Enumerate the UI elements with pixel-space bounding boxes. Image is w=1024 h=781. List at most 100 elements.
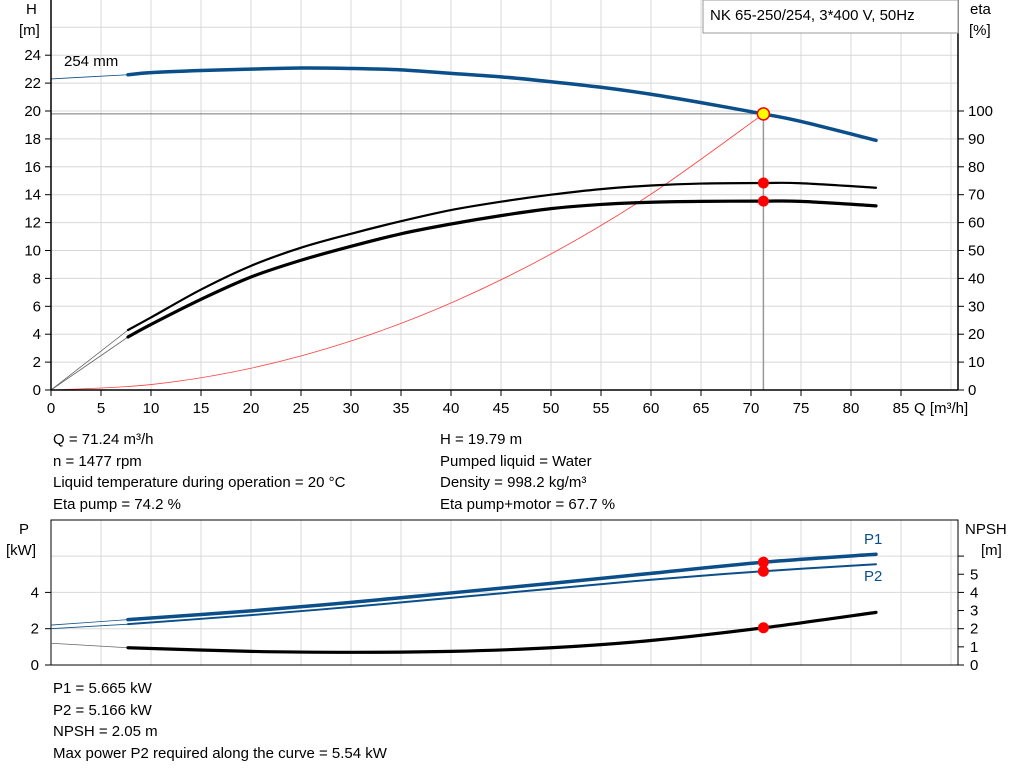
- q-tick-label: 65: [693, 400, 710, 417]
- eta-pump-motor-extension: [50, 336, 129, 391]
- curve-label: 254 mm: [64, 53, 118, 70]
- eta-axis-unit: [%]: [969, 22, 991, 39]
- h-tick-label: 18: [24, 131, 41, 148]
- npsh-tick-label: 5: [970, 566, 978, 583]
- q-tick-label: 70: [743, 400, 760, 417]
- q-tick-label: 45: [493, 400, 510, 417]
- axes: 0 5 10 15 20 25 30 35 40 45 50 55 60 65 70 75 80 85024681…: [24, 0, 993, 674]
- q-tick-label: 75: [793, 400, 810, 417]
- info-p2: P2 = 5.166 kW: [53, 701, 152, 719]
- curves: [50, 66, 878, 654]
- eta-tick-label: 20: [968, 326, 985, 343]
- info-eta-pump-motor: Eta pump+motor = 67.7 %: [440, 495, 616, 513]
- eta-tick-label: 50: [968, 243, 985, 260]
- q-tick-label: 55: [593, 400, 610, 417]
- npsh-tick-label: 0: [970, 657, 978, 674]
- head-curve: [126, 66, 878, 143]
- eta-pump-point: [757, 177, 769, 189]
- eta-tick-label: 70: [968, 187, 985, 204]
- npsh-extension: [50, 642, 129, 649]
- head-extension: [50, 74, 129, 80]
- h-tick-label: 16: [24, 159, 41, 176]
- eta-pump-curve: [126, 181, 878, 332]
- p-tick-label: 4: [31, 584, 39, 601]
- info-head: H = 19.79 m: [440, 431, 523, 448]
- npsh-tick-label: 2: [970, 621, 978, 638]
- npsh-tick-label: 1: [970, 639, 978, 656]
- q-tick-label: 20: [243, 400, 260, 417]
- p1-curve: [126, 552, 878, 622]
- info-bottom: P1 = 5.665 kW P2 = 5.166 kW NPSH = 2.05 …: [53, 678, 387, 764]
- info-liquid-temp: Liquid temperature during operation = 20…: [53, 474, 346, 491]
- h-tick-label: 22: [24, 75, 41, 92]
- eta-tick-label: 10: [968, 354, 985, 371]
- p2-extension: [50, 623, 129, 630]
- q-tick-label: 60: [643, 400, 660, 417]
- q-tick-label: 35: [393, 400, 410, 417]
- p2-point: [757, 565, 769, 577]
- p-axis-unit: [kW]: [6, 542, 36, 559]
- eta-tick-label: 90: [968, 131, 985, 148]
- q-tick-label: 10: [143, 400, 160, 417]
- q-tick-label: 40: [443, 400, 460, 417]
- q-axis-label: Q [m³/h]: [914, 400, 968, 417]
- info-max-p2: Max power P2 required along the curve = …: [53, 744, 387, 762]
- p1-point: [757, 556, 769, 568]
- eta-tick-label: 80: [968, 159, 985, 176]
- q-tick-label: 25: [293, 400, 310, 417]
- p-axis-label: P: [19, 521, 29, 538]
- q-tick-label: 0: [47, 400, 55, 417]
- p2-label: P2: [864, 568, 882, 585]
- info-liquid: Pumped liquid = Water: [440, 452, 592, 470]
- eta-tick-label: 60: [968, 215, 985, 232]
- q-tick-label: 80: [843, 400, 860, 417]
- system-curve: [50, 113, 764, 391]
- title-box: [702, 0, 959, 34]
- info-speed: n = 1477 rpm: [53, 452, 142, 470]
- operating-point: [756, 107, 771, 121]
- npsh-tick-label: 4: [970, 584, 978, 601]
- eta-pump-motor-curve: [126, 199, 878, 339]
- h-tick-label: 2: [33, 354, 41, 371]
- eta-pump-motor-point: [757, 195, 769, 207]
- h-tick-label: 12: [24, 215, 41, 232]
- info-density: Density = 998.2 kg/m³: [440, 474, 587, 491]
- eta-pump-extension: [50, 329, 129, 391]
- h-tick-label: 4: [33, 326, 41, 343]
- q-tick-label: 50: [543, 400, 560, 417]
- p1-label: P1: [864, 531, 882, 548]
- h-tick-label: 24: [24, 47, 41, 64]
- top-grid: [51, 0, 958, 390]
- h-axis-unit: [m]: [19, 22, 40, 39]
- npsh-tick-label: 3: [970, 603, 978, 620]
- eta-tick-label: 40: [968, 270, 985, 287]
- npsh-axis-label: NPSH: [965, 521, 1007, 538]
- p2-curve: [127, 563, 877, 626]
- h-tick-label: 10: [24, 243, 41, 260]
- h-tick-label: 14: [24, 187, 41, 204]
- h-tick-label: 6: [33, 298, 41, 315]
- npsh-curve: [126, 610, 878, 654]
- h-tick-label: 0: [33, 382, 41, 399]
- npsh-axis-unit: [m]: [981, 542, 1002, 559]
- p-tick-label: 0: [31, 657, 39, 674]
- p-tick-label: 2: [31, 621, 39, 638]
- q-tick-label: 85: [893, 400, 910, 417]
- q-tick-label: 5: [97, 400, 105, 417]
- info-npsh: NPSH = 2.05 m: [53, 723, 158, 740]
- eta-tick-label: 30: [968, 298, 985, 315]
- eta-axis-label: eta: [970, 1, 992, 18]
- h-axis-label: H: [26, 1, 37, 18]
- eta-tick-label: 100: [968, 103, 993, 120]
- q-tick-label: 30: [343, 400, 360, 417]
- info-eta-pump: Eta pump = 74.2 %: [53, 495, 181, 513]
- p1-extension: [50, 619, 129, 626]
- chart-title: NK 65-250/254, 3*400 V, 50Hz: [710, 7, 915, 24]
- q-tick-label: 15: [193, 400, 210, 417]
- info-top-left: Q = 71.24 m³/h n = 1477 rpm Liquid tempe…: [53, 429, 345, 515]
- info-p1: P1 = 5.665 kW: [53, 680, 152, 697]
- npsh-point: [757, 622, 769, 634]
- info-flow: Q = 71.24 m³/h: [53, 431, 154, 448]
- eta-tick-label: 0: [968, 382, 976, 399]
